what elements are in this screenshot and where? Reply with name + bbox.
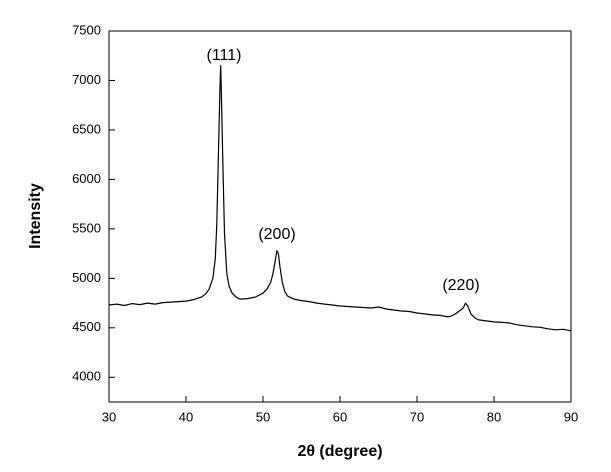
peak-annotation: (200) [258, 226, 295, 243]
x-tick-label: 90 [564, 409, 578, 424]
y-tick-label: 4500 [72, 319, 101, 334]
plot-frame [108, 30, 572, 403]
peak-annotation: (220) [442, 277, 479, 294]
y-tick-label: 7000 [72, 72, 101, 87]
data-line [108, 65, 572, 332]
x-tick-label: 40 [179, 409, 193, 424]
x-tick-label: 30 [102, 409, 116, 424]
x-tick-label: 70 [410, 409, 424, 424]
x-axis-title: 2θ (degree) [297, 443, 382, 460]
x-tick-label: 80 [487, 409, 501, 424]
x-tick-label: 60 [333, 409, 347, 424]
y-tick-label: 5500 [72, 220, 101, 235]
y-tick-label: 6000 [72, 171, 101, 186]
x-tick-label: 50 [256, 409, 270, 424]
peak-annotation: (111) [207, 47, 242, 64]
y-tick-label: 7500 [72, 22, 101, 37]
y-tick-label: 6500 [72, 121, 101, 136]
y-tick-label: 4000 [72, 369, 101, 384]
y-tick-label: 5000 [72, 270, 101, 285]
y-axis-title: Intensity [27, 183, 44, 249]
